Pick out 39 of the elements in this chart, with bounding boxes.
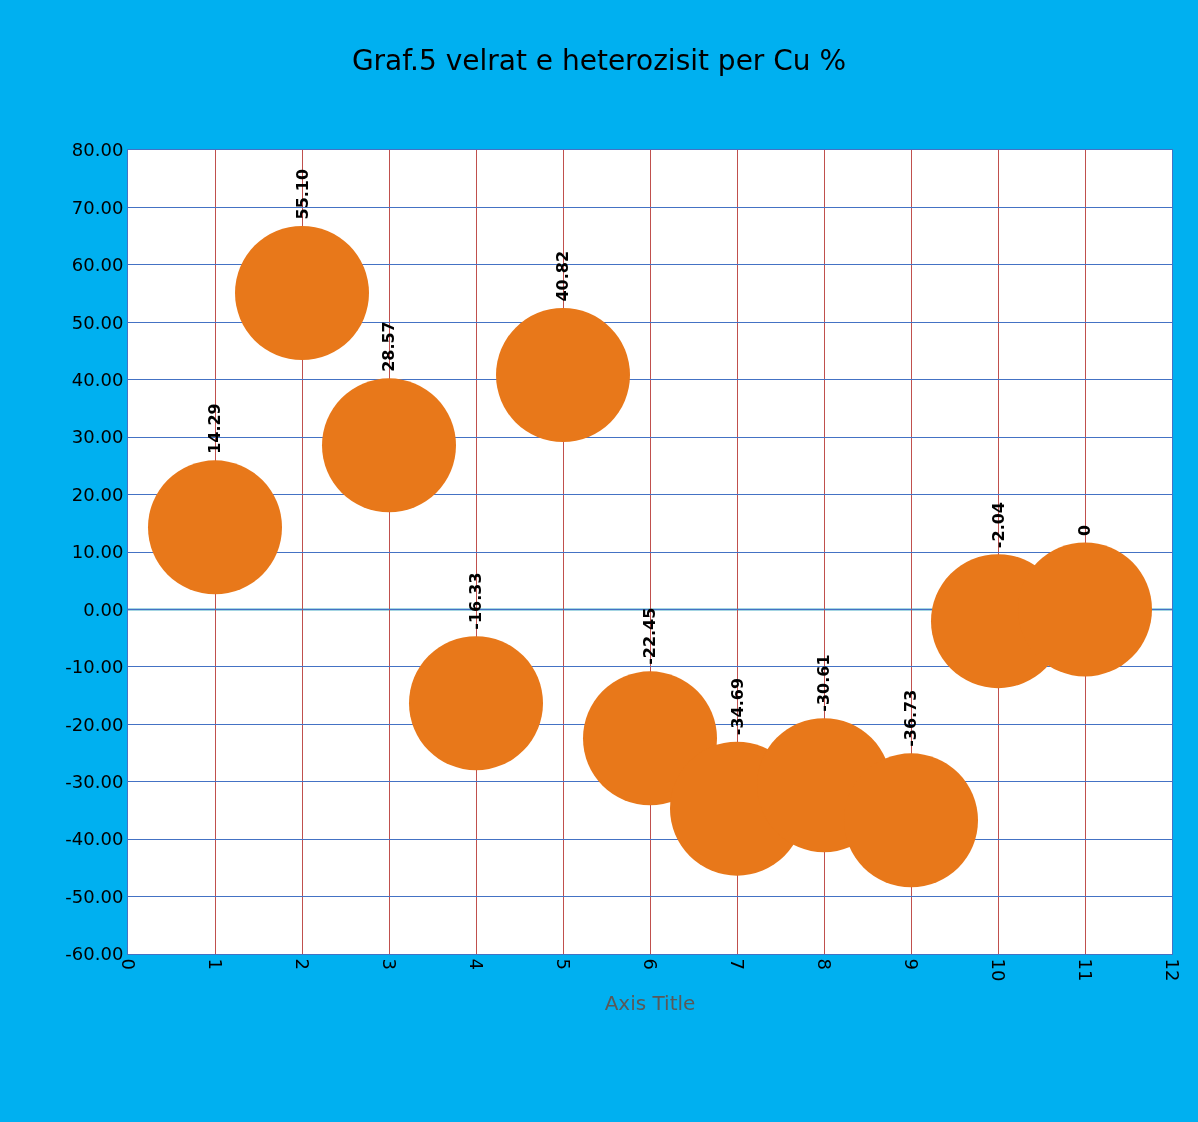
data-label: -22.45 <box>640 607 660 665</box>
x-tick-label: 7 <box>727 958 749 971</box>
x-tick-label: 12 <box>1162 958 1184 982</box>
y-tick-label: 80.00 <box>71 139 124 161</box>
data-label: 55.10 <box>292 168 312 220</box>
y-tick-label: -40.00 <box>65 828 124 850</box>
data-label: -30.61 <box>814 654 834 712</box>
y-tick-label: 30.00 <box>71 426 124 448</box>
y-tick-label: 50.00 <box>71 311 124 333</box>
x-tick-label: 2 <box>292 958 314 971</box>
y-tick-label: -30.00 <box>65 771 124 793</box>
x-tick-label: 6 <box>640 958 662 971</box>
data-label: -34.69 <box>727 677 747 736</box>
data-label: 28.57 <box>379 321 399 372</box>
x-tick-label: 11 <box>1075 958 1097 982</box>
data-label: 0 <box>1075 524 1095 536</box>
data-label: -36.73 <box>901 689 921 747</box>
y-tick-label: 70.00 <box>71 196 124 218</box>
y-tick-label: 60.00 <box>71 254 124 276</box>
y-tick-label: 20.00 <box>71 483 124 505</box>
x-tick-label: 3 <box>379 958 401 971</box>
x-tick-label: 5 <box>553 958 575 971</box>
x-axis-title: Axis Title <box>604 991 696 1016</box>
y-tick-label: -20.00 <box>65 713 124 735</box>
x-tick-label: 4 <box>466 958 488 971</box>
x-tick-label: 1 <box>205 958 227 971</box>
y-tick-label: 0.00 <box>83 598 124 620</box>
data-label: -16.33 <box>466 572 486 630</box>
data-label: -2.04 <box>988 502 1008 549</box>
y-tick-label: 10.00 <box>71 541 124 563</box>
y-tick-label: -10.00 <box>65 656 124 678</box>
data-label: 40.82 <box>553 250 573 302</box>
x-tick-label: 10 <box>988 958 1010 982</box>
x-tick-label: 9 <box>901 958 923 971</box>
x-tick-label: 8 <box>814 958 836 971</box>
chart-title: Graf.5 velrat e heterozisit per Cu % <box>351 44 847 78</box>
y-tick-label: 40.00 <box>71 369 124 391</box>
data-label: 14.29 <box>205 403 225 454</box>
y-tick-label: -50.00 <box>65 885 124 907</box>
